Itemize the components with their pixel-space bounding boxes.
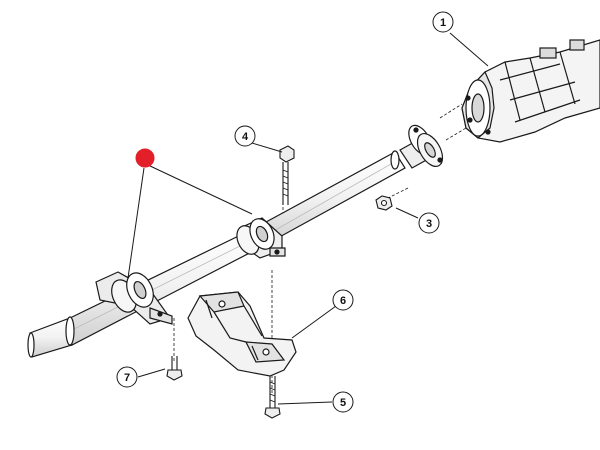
svg-text:5: 5 — [340, 397, 346, 409]
callout-7: 7 — [116, 366, 138, 388]
callout-3: 3 — [418, 212, 440, 234]
transmission-housing — [461, 39, 600, 143]
callout-1: 1 — [432, 11, 454, 33]
svg-text:3: 3 — [426, 218, 432, 230]
bolt-lower — [264, 376, 281, 419]
callout-5: 5 — [332, 391, 354, 413]
callout-6: 6 — [332, 289, 354, 311]
callout-2-highlight — [135, 148, 155, 168]
nut-front — [375, 195, 393, 211]
bolt-left — [166, 356, 183, 381]
svg-text:6: 6 — [340, 295, 346, 307]
crossmember-bracket — [187, 291, 297, 377]
front-flange-joint — [399, 124, 444, 169]
leader-lines — [127, 32, 489, 405]
svg-text:4: 4 — [242, 131, 249, 143]
center-bearing-upper — [236, 217, 286, 259]
center-bearing-lower — [95, 271, 173, 325]
bolt-upper — [279, 145, 295, 205]
svg-text:1: 1 — [440, 17, 446, 29]
callout-4: 4 — [234, 125, 256, 147]
svg-text:7: 7 — [124, 372, 130, 384]
